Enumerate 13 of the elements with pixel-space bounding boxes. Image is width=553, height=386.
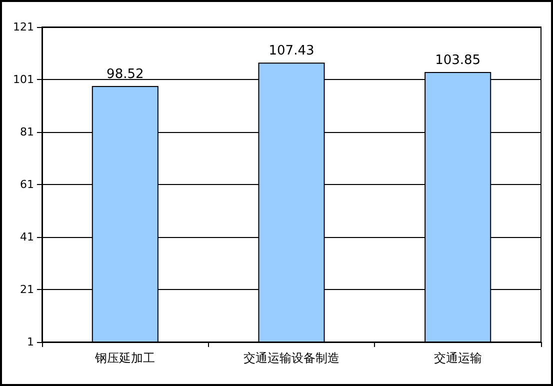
y-tick-label: 101 — [13, 73, 34, 86]
y-tick-label: 121 — [13, 20, 34, 34]
y-tick-label: 21 — [20, 283, 34, 296]
y-tick-label: 61 — [20, 178, 34, 191]
y-tick-label: 1 — [27, 336, 34, 348]
data-label: 98.52 — [106, 67, 144, 82]
y-tick-label: 81 — [20, 126, 34, 138]
x-tick-label: 交通运输设备制造 — [244, 351, 340, 365]
y-tick-label: 41 — [20, 230, 34, 244]
data-label: 107.43 — [268, 44, 314, 59]
data-label: 103.85 — [435, 53, 481, 68]
x-tick-label: 交通运输 — [434, 351, 482, 365]
x-tick-label: 钢压延加工 — [94, 351, 156, 365]
